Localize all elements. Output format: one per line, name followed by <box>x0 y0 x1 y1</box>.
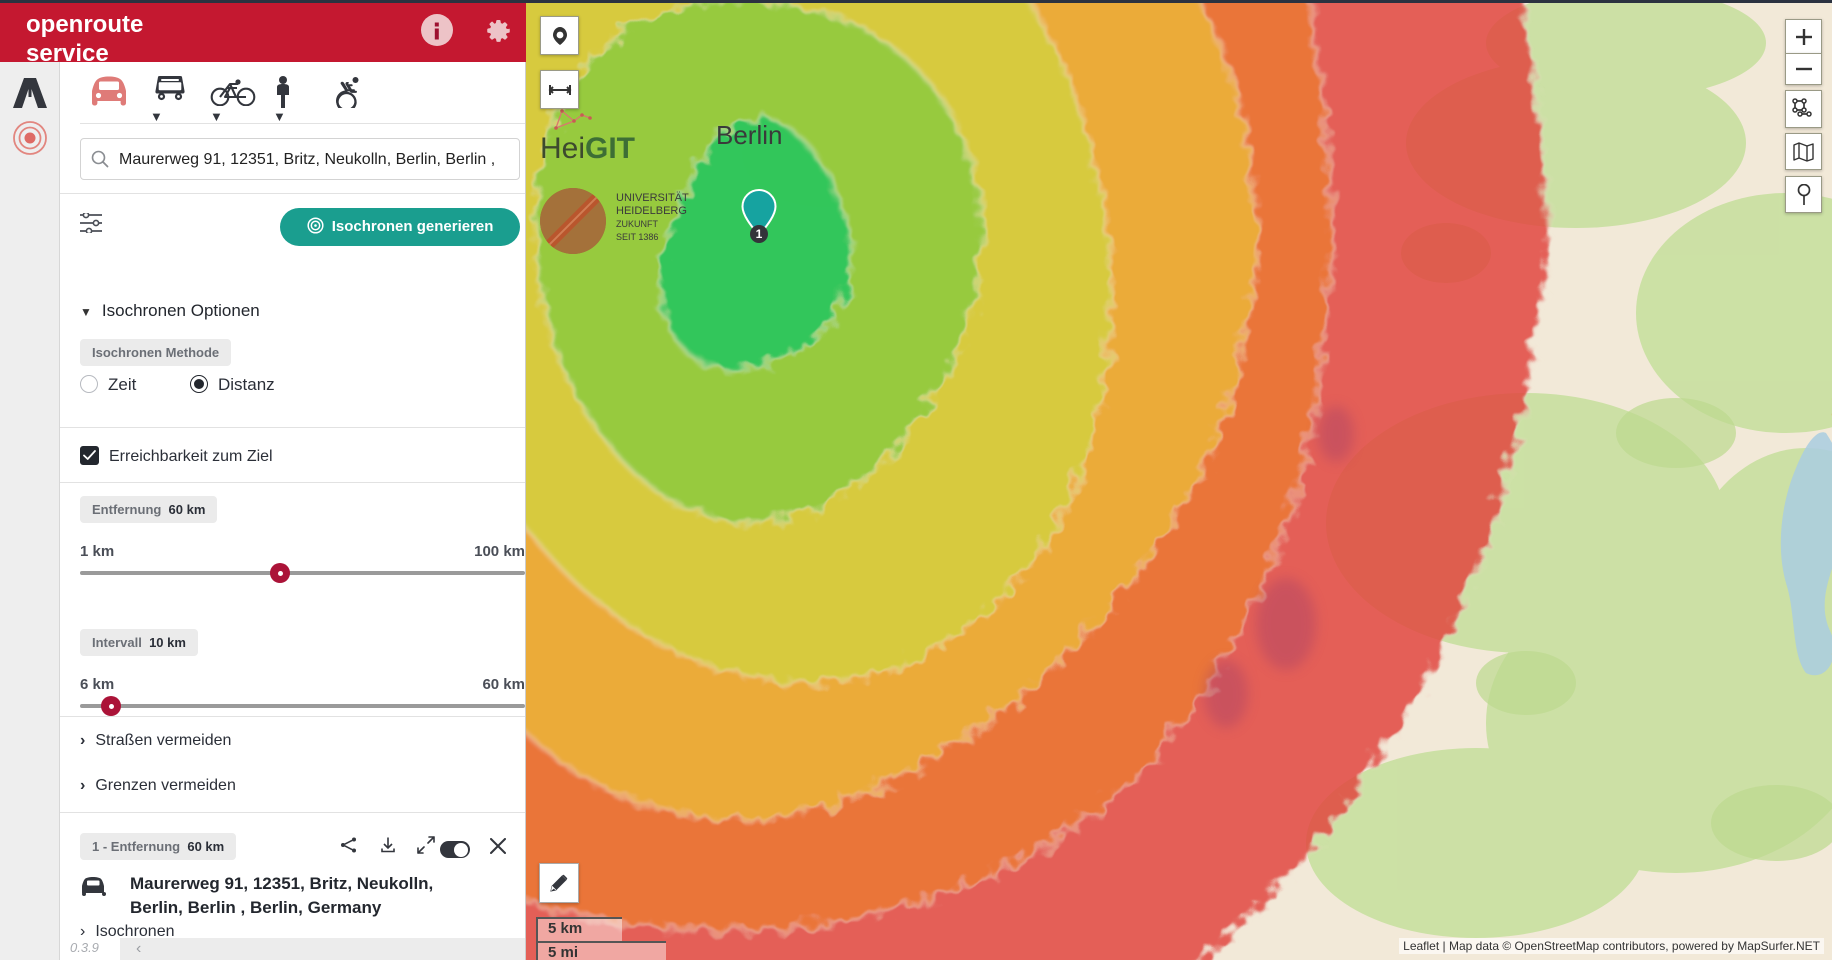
svg-text:1: 1 <box>756 227 763 241</box>
